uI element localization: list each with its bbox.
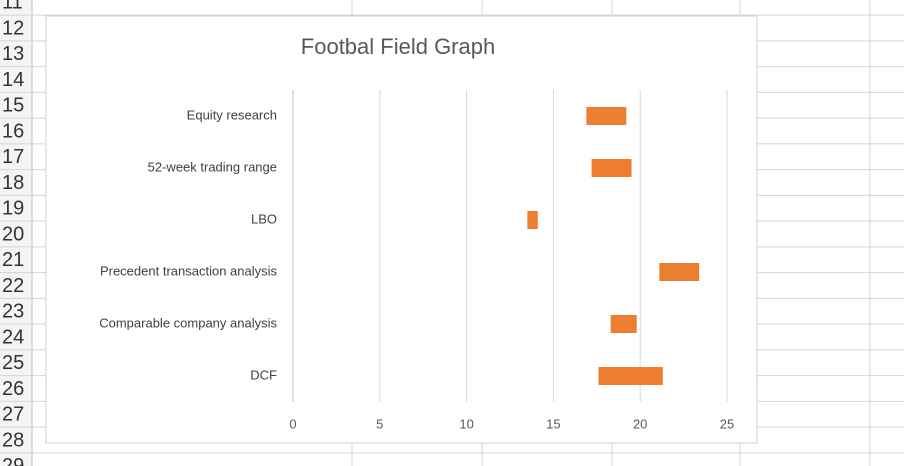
row-number: 16 [2,120,24,142]
row-number: 19 [2,198,24,220]
row-number: 29 [2,455,24,466]
y-tick-label: 52-week trading range [148,159,277,174]
bar [527,211,538,229]
bar [598,367,663,385]
x-tick-label: 20 [633,416,647,431]
x-tick-label: 10 [459,416,473,431]
row-number: 13 [2,43,24,65]
row-number: 24 [2,326,24,348]
row-number: 26 [2,378,24,400]
y-tick-label: Equity research [187,107,277,122]
bar [659,263,700,281]
row-number: 25 [2,352,24,374]
row-number: 23 [2,301,24,323]
x-tick-label: 15 [546,416,560,431]
row-number: 15 [2,95,24,117]
y-tick-label: LBO [251,211,277,226]
row-header [0,0,32,466]
row-number: 18 [2,172,24,194]
row-number: 28 [2,429,24,451]
x-tick-label: 25 [720,416,734,431]
x-tick-label: 5 [376,416,383,431]
x-tick-label: 0 [289,416,296,431]
row-number: 14 [2,69,24,91]
bar [586,107,627,125]
row-number: 20 [2,223,24,245]
plot-area: 0 5 10 15 20 25 Equity research 52-week trading… [99,90,734,431]
row-number: 21 [2,249,24,271]
y-tick-label: DCF [250,367,277,382]
row-number: 17 [2,146,24,168]
y-tick-label: Precedent transaction analysis [100,263,278,278]
bar [610,315,637,333]
chart-title: Footbal Field Graph [301,34,495,59]
y-tick-label: Comparable company analysis [99,315,277,330]
row-number: 11 [2,0,23,14]
row-number: 12 [2,17,24,39]
row-number: 22 [2,275,24,297]
row-number: 27 [2,404,24,426]
bar [591,159,632,177]
